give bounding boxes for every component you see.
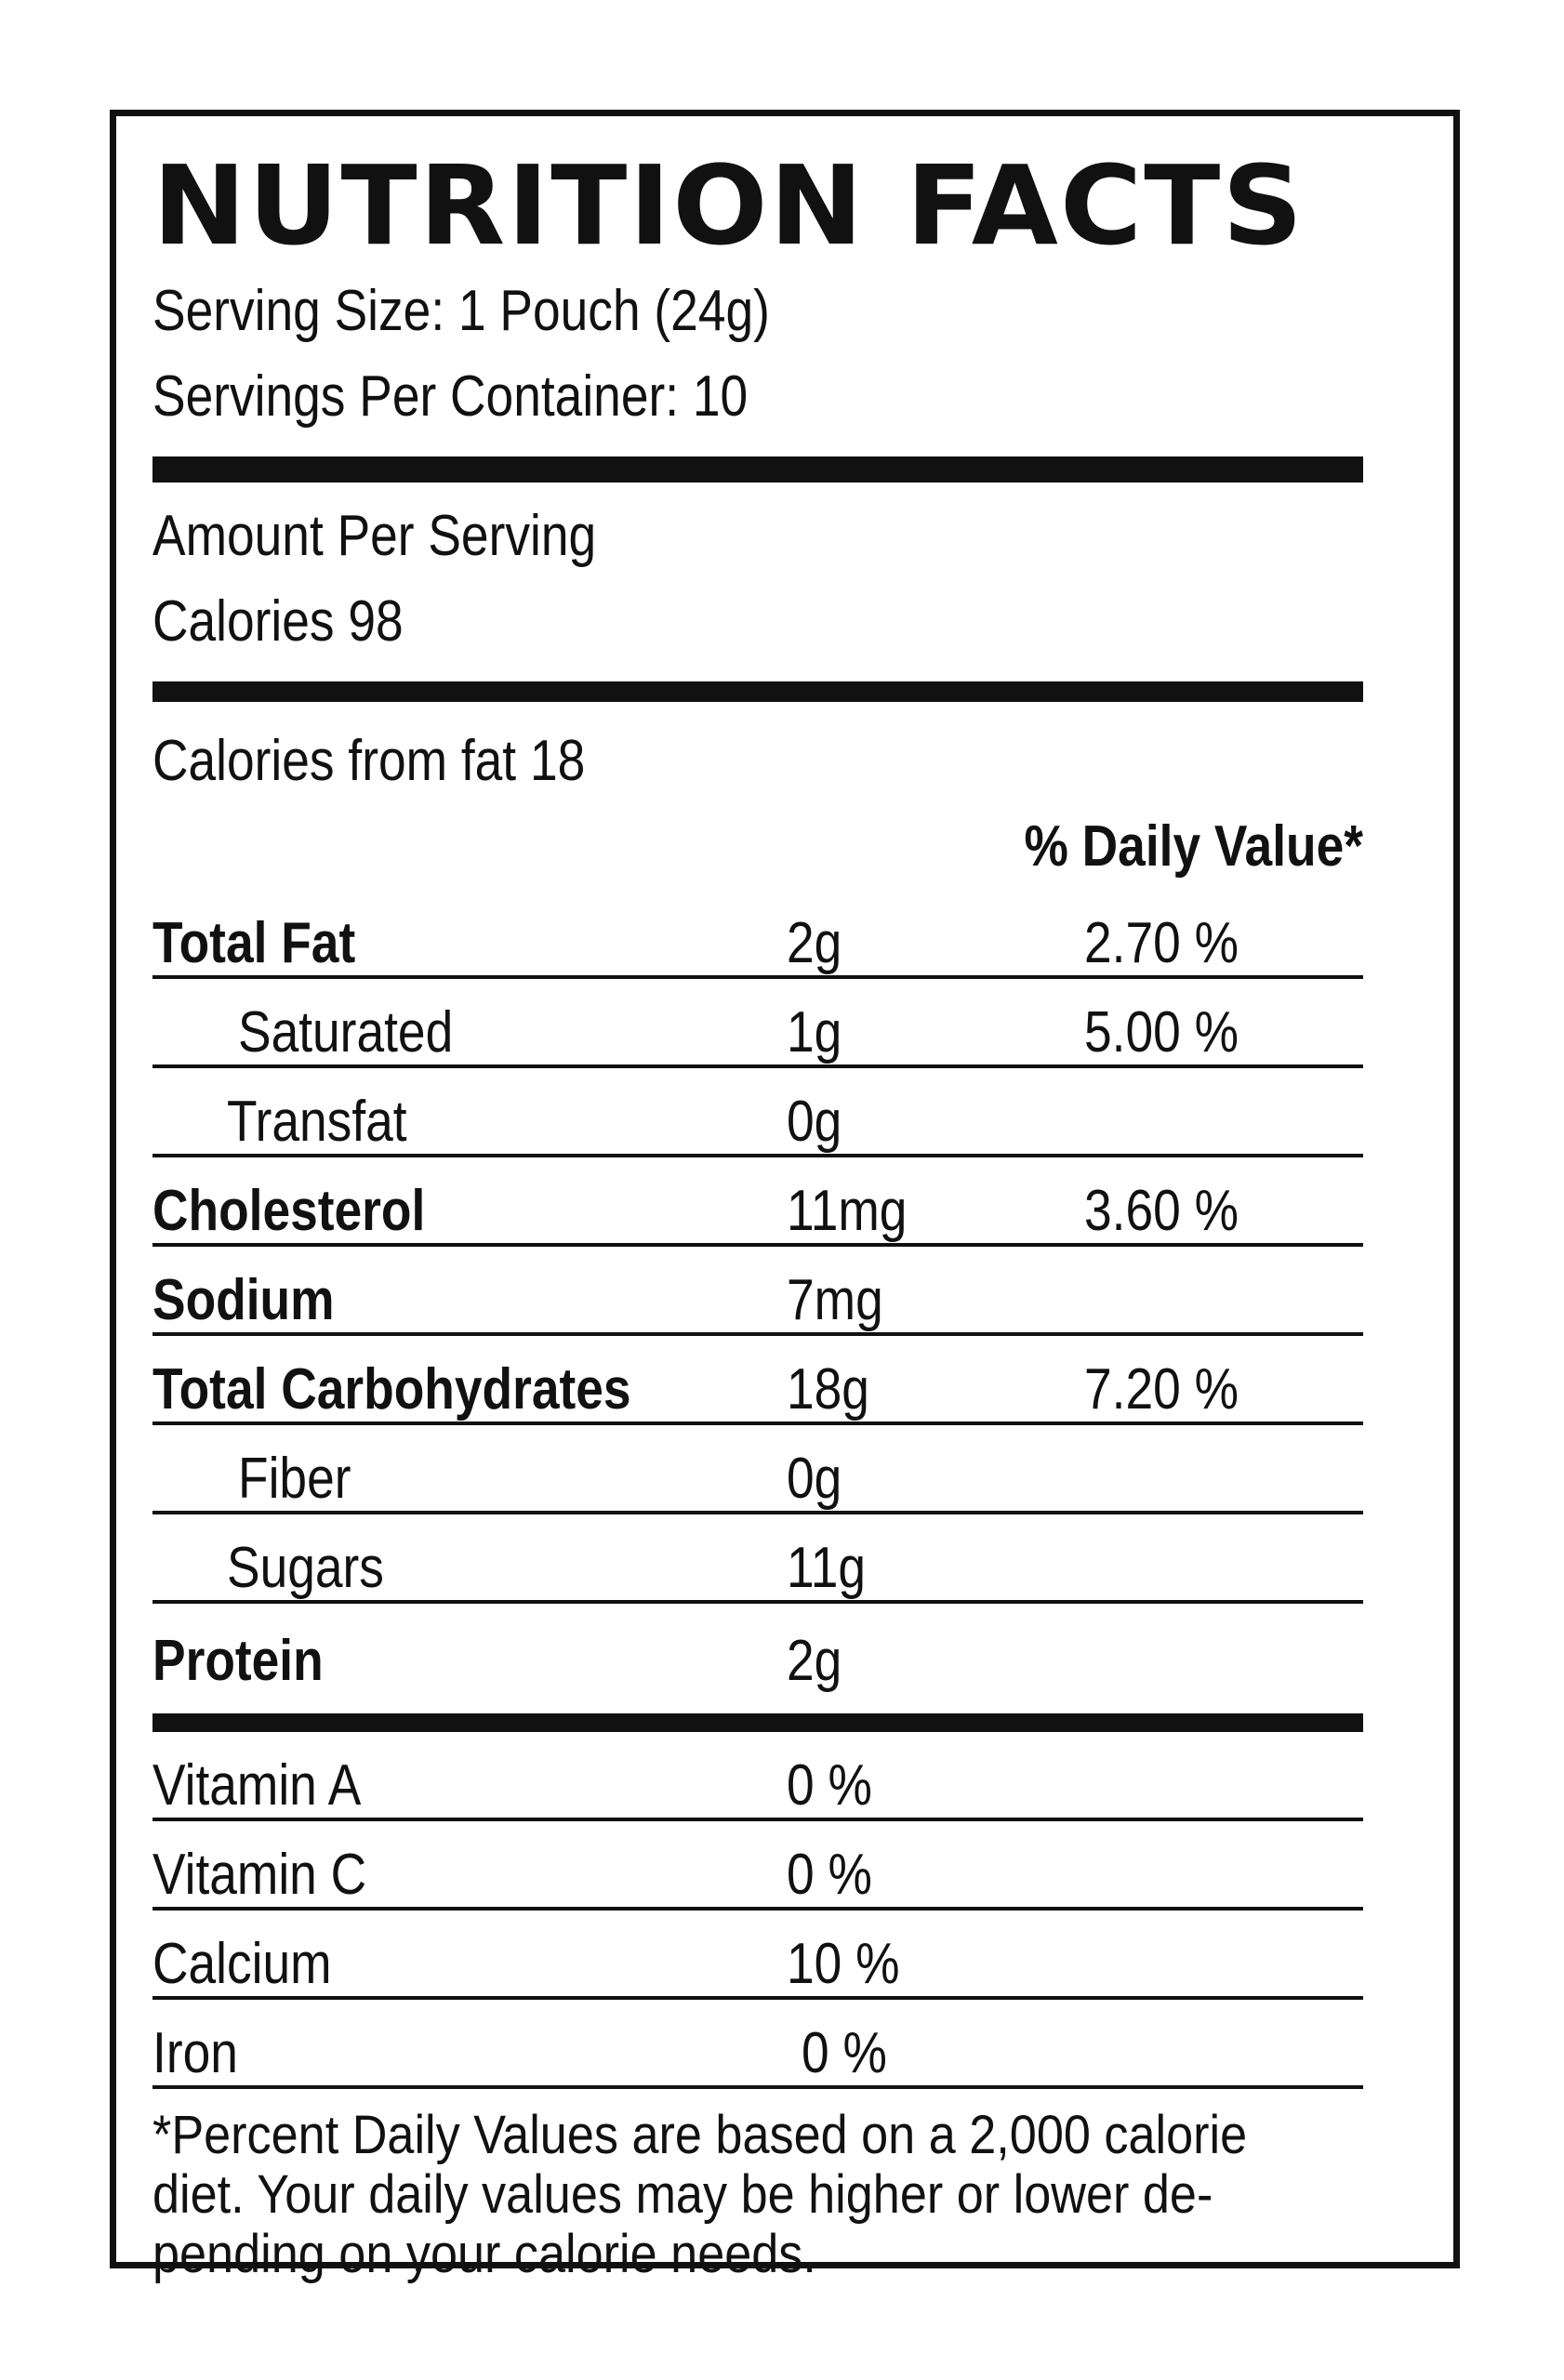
nutrient-amount: 11mg [787, 1179, 908, 1243]
nutrient-amount: 1g [787, 1000, 842, 1064]
nutrient-row-sugars: Sugars 11g [152, 1514, 1363, 1604]
nutrient-name: Cholesterol [152, 1179, 426, 1243]
label-title: NUTRITION FACTS [152, 141, 1306, 270]
nutrient-name: Total Carbohydrates [152, 1357, 631, 1421]
nutrient-row-total-fat: Total Fat 2g 2.70 % [152, 890, 1363, 979]
footnote: *Percent Daily Values are based on a 2,0… [152, 2105, 1248, 2284]
vitamin-table: Vitamin A 0 % Vitamin C 0 % Calcium 10 %… [152, 1732, 1363, 2089]
nutrient-table: Total Fat 2g 2.70 % Saturated 1g 5.00 % … [152, 890, 1363, 1693]
vitamin-name: Vitamin C [152, 1843, 367, 1907]
vitamin-row-vitamin-c: Vitamin C 0 % [152, 1821, 1363, 1911]
nutrient-row-cholesterol: Cholesterol 11mg 3.60 % [152, 1157, 1363, 1247]
serving-size: Serving Size: 1 Pouch (24g) [152, 279, 770, 343]
vitamin-name: Calcium [152, 1932, 332, 1996]
nutrient-amount: 2g [787, 1629, 842, 1693]
vitamin-row-calcium: Calcium 10 % [152, 1911, 1363, 2000]
vitamin-row-iron: Iron 0 % [152, 2000, 1363, 2089]
nutrient-name: Sugars [227, 1536, 384, 1600]
daily-value-header: % Daily Value* [1024, 814, 1363, 879]
nutrient-amount: 0g [787, 1090, 842, 1154]
nutrient-name: Protein [152, 1629, 324, 1693]
nutrient-name: Sodium [152, 1268, 335, 1332]
vitamin-value: 10 % [787, 1932, 900, 1996]
vitamin-name: Iron [152, 2021, 238, 2085]
nutrient-daily-value: 2.70 % [1084, 911, 1239, 975]
nutrient-name: Total Fat [152, 911, 356, 975]
nutrient-amount: 7mg [787, 1268, 883, 1332]
nutrient-amount: 0g [787, 1447, 842, 1511]
thick-divider-1 [152, 456, 1363, 483]
vitamin-value: 0 % [802, 2021, 887, 2085]
nutrient-row-fiber: Fiber 0g [152, 1425, 1363, 1514]
vitamin-value: 0 % [787, 1753, 872, 1818]
nutrient-amount: 2g [787, 911, 842, 975]
nutrient-amount: 18g [787, 1357, 869, 1421]
thick-divider-2 [152, 681, 1363, 702]
nutrient-daily-value: 7.20 % [1084, 1357, 1239, 1421]
nutrition-label-border [110, 110, 1460, 2268]
calories: Calories 98 [152, 589, 404, 654]
nutrient-amount: 11g [787, 1536, 867, 1600]
amount-per-serving: Amount Per Serving [152, 504, 597, 568]
nutrient-row-saturated: Saturated 1g 5.00 % [152, 979, 1363, 1068]
vitamin-name: Vitamin A [152, 1753, 362, 1818]
nutrition-label: NUTRITION FACTS Serving Size: 1 Pouch (2… [152, 144, 1363, 2284]
vitamin-row-vitamin-a: Vitamin A 0 % [152, 1732, 1363, 1821]
vitamin-value: 0 % [787, 1843, 872, 1907]
nutrient-name: Fiber [238, 1447, 351, 1511]
nutrient-name: Transfat [227, 1090, 407, 1154]
servings-per-container: Servings Per Container: 10 [152, 364, 749, 429]
nutrient-daily-value: 3.60 % [1084, 1179, 1239, 1243]
nutrient-row-sodium: Sodium 7mg [152, 1247, 1363, 1336]
nutrient-daily-value: 5.00 % [1084, 1000, 1239, 1064]
calories-from-fat: Calories from fat 18 [152, 729, 586, 793]
nutrient-row-total-carbohydrates: Total Carbohydrates 18g 7.20 % [152, 1336, 1363, 1425]
thick-divider-3 [152, 1713, 1363, 1732]
nutrient-name: Saturated [238, 1000, 454, 1064]
nutrient-row-transfat: Transfat 0g [152, 1068, 1363, 1157]
nutrient-row-protein: Protein 2g [152, 1604, 1363, 1693]
